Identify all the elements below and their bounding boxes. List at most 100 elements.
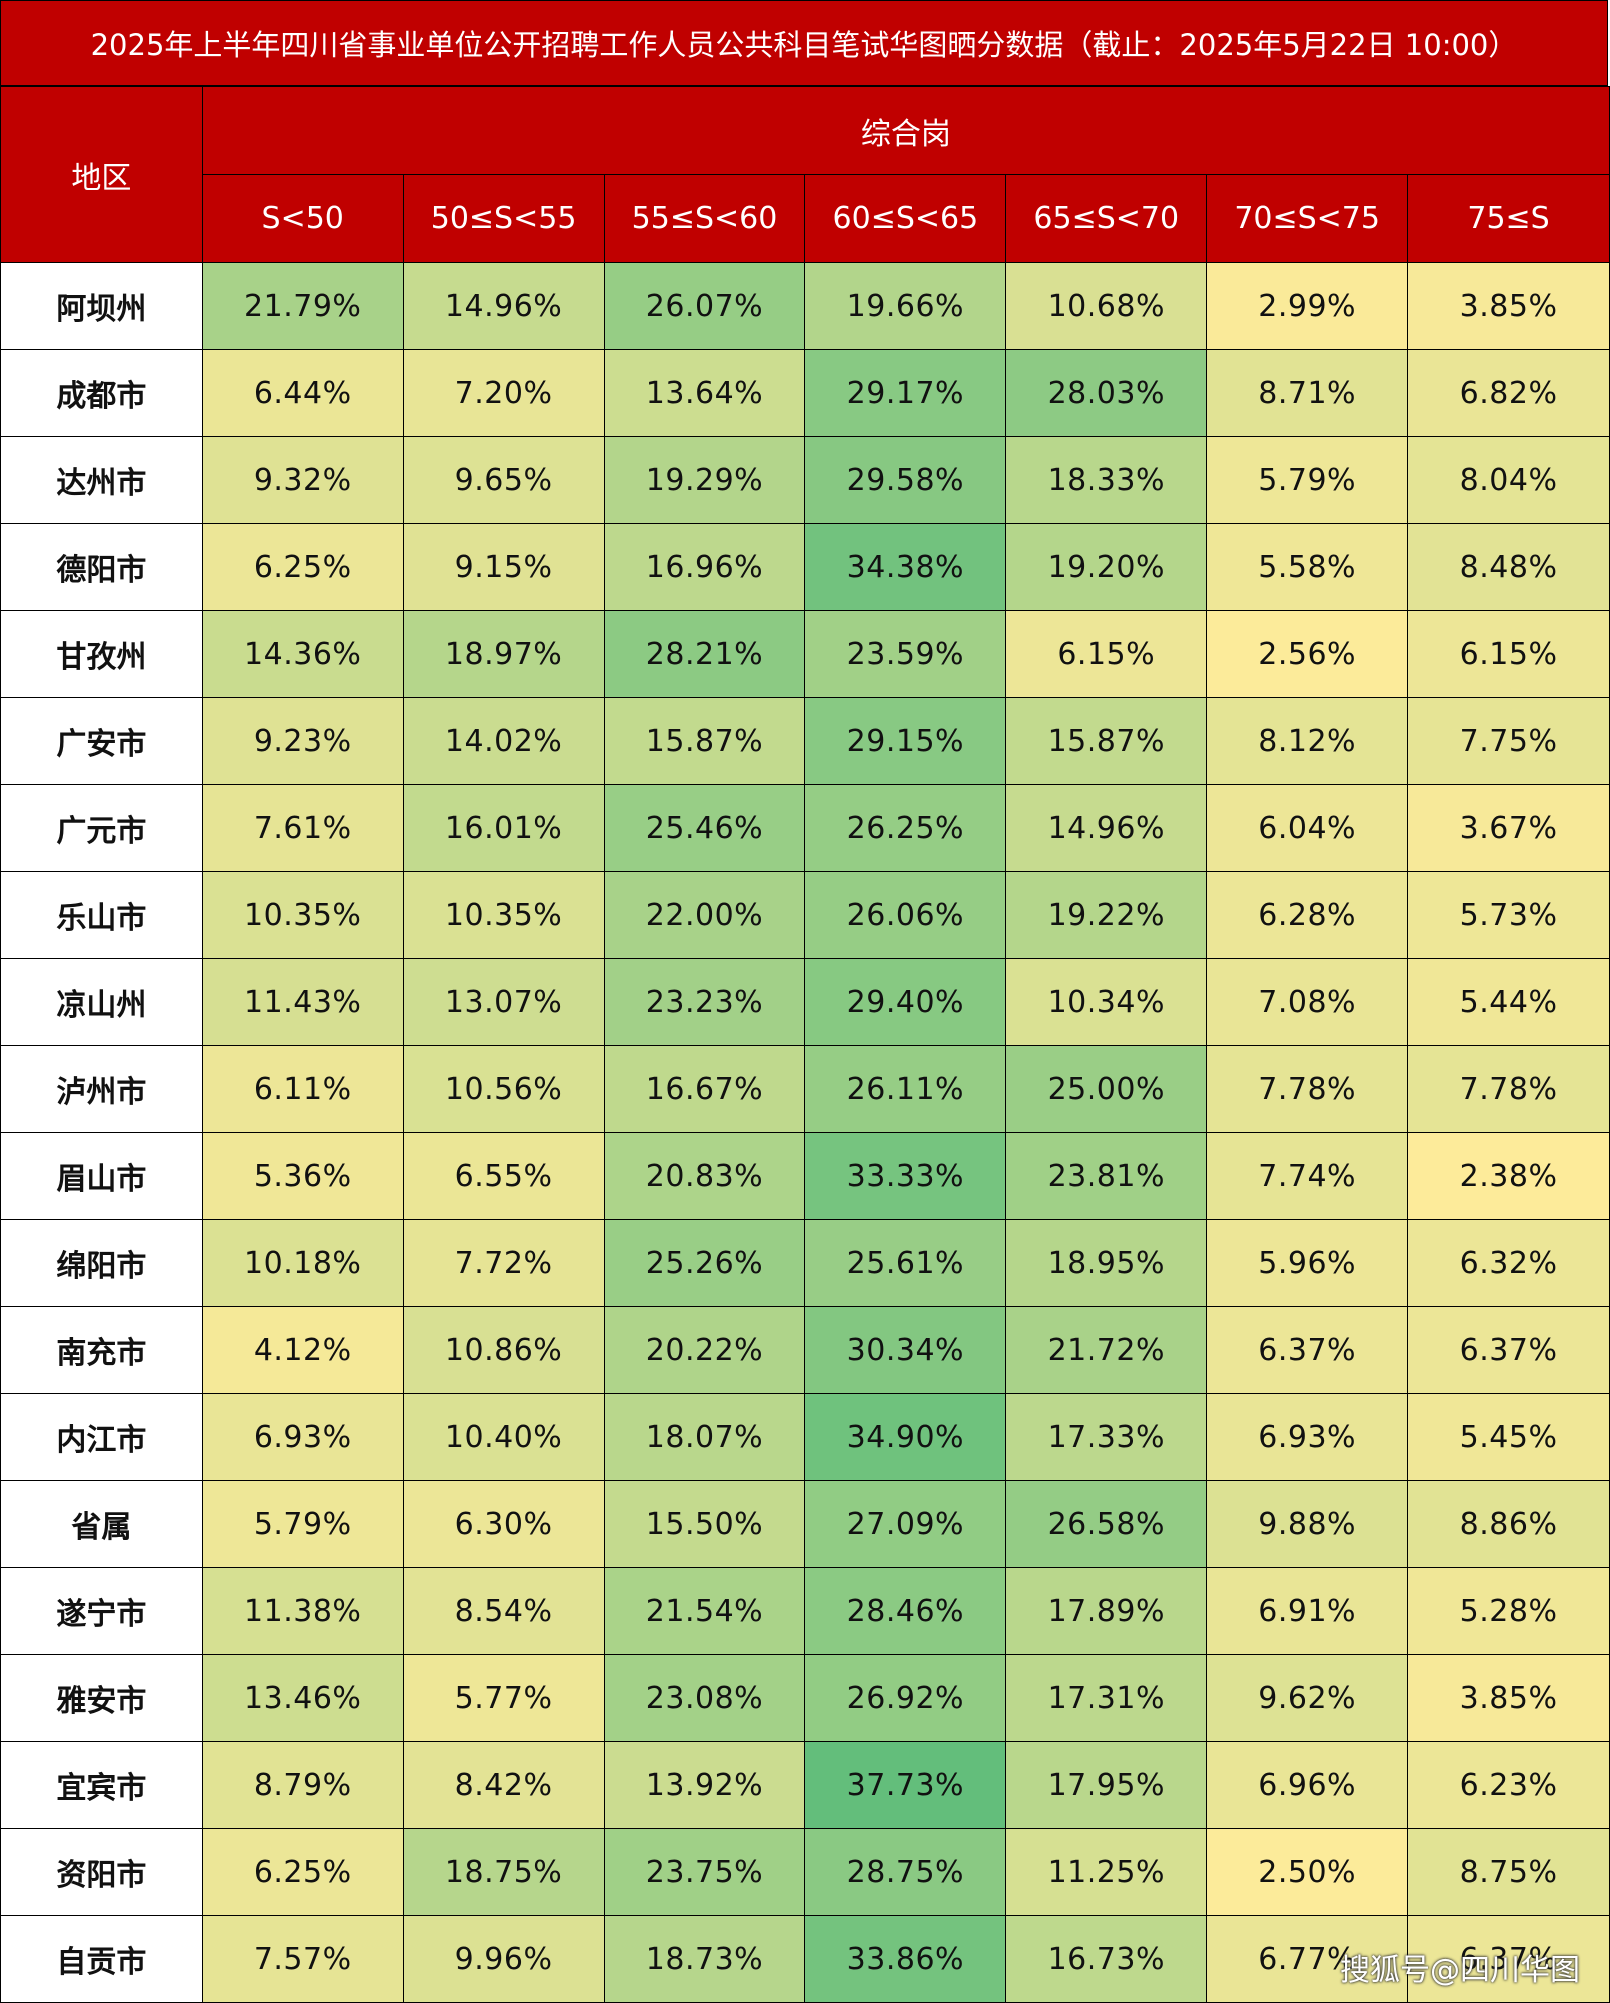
region-label: 乐山市: [0, 871, 203, 959]
heatmap-body: 阿坝州 21.79% 14.96% 26.07% 19.66% 10.68% 2.99% 3.…: [0, 262, 1610, 2003]
heatmap-cell: 7.75%: [1407, 697, 1610, 785]
heatmap-cell: 18.97%: [402, 610, 605, 698]
heatmap-cell: 29.17%: [804, 349, 1007, 437]
table-row: 达州市 9.32% 9.65% 19.29% 29.58% 18.33% 5.79% 8.04…: [0, 436, 1610, 524]
range-header: 55≤S<60: [603, 174, 806, 263]
table-row: 遂宁市 11.38% 8.54% 21.54% 28.46% 17.89% 6.91% 5.2…: [0, 1567, 1610, 1655]
heatmap-cell: 9.15%: [402, 523, 605, 611]
table-row: 德阳市 6.25% 9.15% 16.96% 34.38% 19.20% 5.58% 8.48…: [0, 523, 1610, 611]
heatmap-cell: 25.46%: [603, 784, 806, 872]
heatmap-cell: 7.78%: [1407, 1045, 1610, 1133]
range-header: S<50: [201, 174, 404, 263]
heatmap-cell: 8.71%: [1206, 349, 1409, 437]
heatmap-cell: 10.35%: [402, 871, 605, 959]
heatmap-cell: 6.25%: [201, 523, 404, 611]
heatmap-cell: 9.88%: [1206, 1480, 1409, 1568]
range-header: 65≤S<70: [1005, 174, 1208, 263]
table-row: 省属 5.79% 6.30% 15.50% 27.09% 26.58% 9.88% 8.86%: [0, 1480, 1610, 1568]
heatmap-cell: 6.93%: [1206, 1393, 1409, 1481]
heatmap-cell: 26.07%: [603, 262, 806, 350]
heatmap-cell: 7.08%: [1206, 958, 1409, 1046]
heatmap-cell: 5.45%: [1407, 1393, 1610, 1481]
heatmap-cell: 10.35%: [201, 871, 404, 959]
table-row: 资阳市 6.25% 18.75% 23.75% 28.75% 11.25% 2.50% 8.7…: [0, 1828, 1610, 1916]
heatmap-cell: 6.37%: [1206, 1306, 1409, 1394]
heatmap-cell: 13.64%: [603, 349, 806, 437]
heatmap-cell: 11.38%: [201, 1567, 404, 1655]
heatmap-cell: 10.40%: [402, 1393, 605, 1481]
heatmap-cell: 6.82%: [1407, 349, 1610, 437]
heatmap-cell: 27.09%: [804, 1480, 1007, 1568]
region-label: 资阳市: [0, 1828, 203, 1916]
heatmap-cell: 6.96%: [1206, 1741, 1409, 1829]
heatmap-cell: 16.01%: [402, 784, 605, 872]
heatmap-cell: 17.95%: [1005, 1741, 1208, 1829]
heatmap-cell: 5.79%: [1206, 436, 1409, 524]
table-row: 南充市 4.12% 10.86% 20.22% 30.34% 21.72% 6.37% 6.3…: [0, 1306, 1610, 1394]
heatmap-cell: 8.48%: [1407, 523, 1610, 611]
heatmap-cell: 22.00%: [603, 871, 806, 959]
range-header-row: S<50 50≤S<55 55≤S<60 60≤S<65 65≤S<70 70≤S<75 7…: [1, 174, 1610, 263]
heatmap-cell: 37.73%: [804, 1741, 1007, 1829]
table-row: 泸州市 6.11% 10.56% 16.67% 26.11% 25.00% 7.78% 7.7…: [0, 1045, 1610, 1133]
heatmap-cell: 6.93%: [201, 1393, 404, 1481]
region-label: 省属: [0, 1480, 203, 1568]
heatmap-cell: 18.75%: [402, 1828, 605, 1916]
heatmap-cell: 23.59%: [804, 610, 1007, 698]
heatmap-cell: 15.87%: [603, 697, 806, 785]
heatmap-cell: 8.04%: [1407, 436, 1610, 524]
heatmap-cell: 2.50%: [1206, 1828, 1409, 1916]
heatmap-cell: 10.68%: [1005, 262, 1208, 350]
table-row: 广元市 7.61% 16.01% 25.46% 26.25% 14.96% 6.04% 3.6…: [0, 784, 1610, 872]
heatmap-cell: 15.50%: [603, 1480, 806, 1568]
table-row: 广安市 9.23% 14.02% 15.87% 29.15% 15.87% 8.12% 7.7…: [0, 697, 1610, 785]
heatmap-cell: 34.38%: [804, 523, 1007, 611]
heatmap-cell: 6.28%: [1206, 871, 1409, 959]
heatmap-cell: 10.86%: [402, 1306, 605, 1394]
heatmap-cell: 17.31%: [1005, 1654, 1208, 1742]
heatmap-cell: 10.56%: [402, 1045, 605, 1133]
heatmap-cell: 5.96%: [1206, 1219, 1409, 1307]
heatmap-cell: 6.11%: [201, 1045, 404, 1133]
heatmap-cell: 6.37%: [1407, 1915, 1610, 2003]
heatmap-cell: 20.22%: [603, 1306, 806, 1394]
heatmap-cell: 6.15%: [1407, 610, 1610, 698]
region-label: 广元市: [0, 784, 203, 872]
heatmap-cell: 26.25%: [804, 784, 1007, 872]
heatmap-cell: 8.86%: [1407, 1480, 1610, 1568]
heatmap-cell: 6.91%: [1206, 1567, 1409, 1655]
heatmap-cell: 8.42%: [402, 1741, 605, 1829]
heatmap-cell: 16.73%: [1005, 1915, 1208, 2003]
heatmap-cell: 18.07%: [603, 1393, 806, 1481]
region-label: 凉山州: [0, 958, 203, 1046]
heatmap-cell: 26.06%: [804, 871, 1007, 959]
heatmap-cell: 7.20%: [402, 349, 605, 437]
heatmap-cell: 20.83%: [603, 1132, 806, 1220]
heatmap-cell: 29.40%: [804, 958, 1007, 1046]
heatmap-cell: 14.36%: [201, 610, 404, 698]
heatmap-table: 地区 综合岗 S<50 50≤S<55 55≤S<60 60≤S<65 65≤S<70 7…: [0, 86, 1610, 2003]
heatmap-cell: 28.03%: [1005, 349, 1208, 437]
heatmap-cell: 26.58%: [1005, 1480, 1208, 1568]
heatmap-cell: 30.34%: [804, 1306, 1007, 1394]
heatmap-cell: 21.72%: [1005, 1306, 1208, 1394]
heatmap-cell: 9.62%: [1206, 1654, 1409, 1742]
heatmap-cell: 2.56%: [1206, 610, 1409, 698]
table-row: 绵阳市 10.18% 7.72% 25.26% 25.61% 18.95% 5.96% 6.3…: [0, 1219, 1610, 1307]
region-label: 雅安市: [0, 1654, 203, 1742]
region-label: 绵阳市: [0, 1219, 203, 1307]
heatmap-cell: 21.54%: [603, 1567, 806, 1655]
table-row: 凉山州 11.43% 13.07% 23.23% 29.40% 10.34% 7.08% 5.…: [0, 958, 1610, 1046]
heatmap-cell: 33.86%: [804, 1915, 1007, 2003]
heatmap-cell: 14.96%: [402, 262, 605, 350]
heatmap-cell: 5.36%: [201, 1132, 404, 1220]
table-row: 雅安市 13.46% 5.77% 23.08% 26.92% 17.31% 9.62% 3.8…: [0, 1654, 1610, 1742]
heatmap-cell: 9.23%: [201, 697, 404, 785]
heatmap-cell: 16.67%: [603, 1045, 806, 1133]
heatmap-cell: 23.08%: [603, 1654, 806, 1742]
region-label: 甘孜州: [0, 610, 203, 698]
heatmap-cell: 6.32%: [1407, 1219, 1610, 1307]
heatmap-cell: 6.77%: [1206, 1915, 1409, 2003]
chart-title: 2025年上半年四川省事业单位公开招聘工作人员公共科目笔试华图晒分数据（截止：2…: [0, 0, 1608, 86]
table-row: 自贡市 7.57% 9.96% 18.73% 33.86% 16.73% 6.77% 6.37…: [0, 1915, 1610, 2003]
